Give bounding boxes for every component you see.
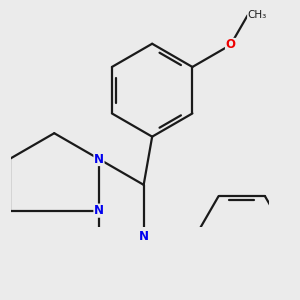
Text: O: O <box>226 38 236 52</box>
Text: CH₃: CH₃ <box>248 10 267 20</box>
Text: N: N <box>94 204 104 217</box>
Text: N: N <box>139 230 149 243</box>
Text: N: N <box>94 152 104 166</box>
